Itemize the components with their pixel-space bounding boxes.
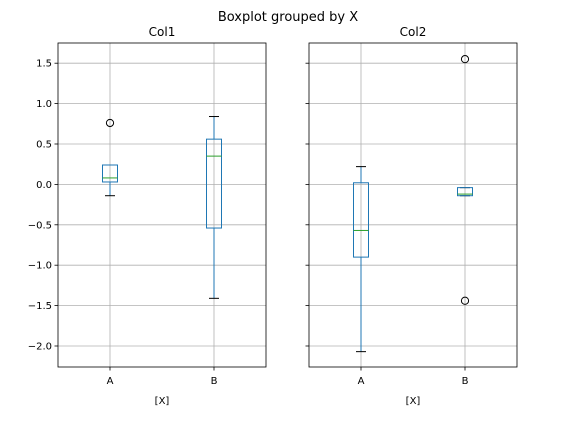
axes-frame xyxy=(57,42,267,368)
subplot-panels: 1.5 1.0 0.5 0.0 −0.5 −1.0 −1.5 −2.0 A B Col1 [X] A B C… xyxy=(28,25,518,407)
x-axis-label: [X] xyxy=(406,396,421,407)
subplot-2: A B Col2 [X] xyxy=(305,25,518,407)
x-tick-label: A xyxy=(107,376,114,387)
subplot-title: Col1 xyxy=(149,25,176,39)
x-tick-label: B xyxy=(462,376,469,387)
box-B xyxy=(457,55,473,305)
box-iqr xyxy=(353,182,369,258)
subplot-1: 1.5 1.0 0.5 0.0 −0.5 −1.0 −1.5 −2.0 A B Col1 [X] xyxy=(28,25,267,407)
box-iqr xyxy=(457,187,473,197)
outlier-point xyxy=(460,55,470,64)
y-tick-label: −1.0 xyxy=(28,261,52,272)
y-tick-label: 1.5 xyxy=(36,59,52,70)
figure-title: Boxplot grouped by X xyxy=(218,10,358,25)
outlier-point xyxy=(105,118,115,128)
y-tick-label: 0.5 xyxy=(36,139,52,150)
x-tick-label: B xyxy=(211,376,218,387)
box-A xyxy=(353,166,369,353)
outlier-point xyxy=(460,296,470,305)
y-tick-label: −1.5 xyxy=(28,301,52,312)
box-iqr xyxy=(102,164,118,183)
box-iqr xyxy=(206,138,222,229)
x-tick-label: A xyxy=(358,376,365,387)
axes-frame xyxy=(308,42,518,368)
y-tick-label: 0.0 xyxy=(36,180,52,191)
y-tick-label: −2.0 xyxy=(28,341,52,352)
box-A xyxy=(102,118,118,197)
y-tick-label: 1.0 xyxy=(36,99,52,110)
x-axis-label: [X] xyxy=(155,396,170,407)
box-B xyxy=(206,116,222,299)
subplot-title: Col2 xyxy=(400,25,427,39)
y-tick-label: −0.5 xyxy=(28,220,52,231)
